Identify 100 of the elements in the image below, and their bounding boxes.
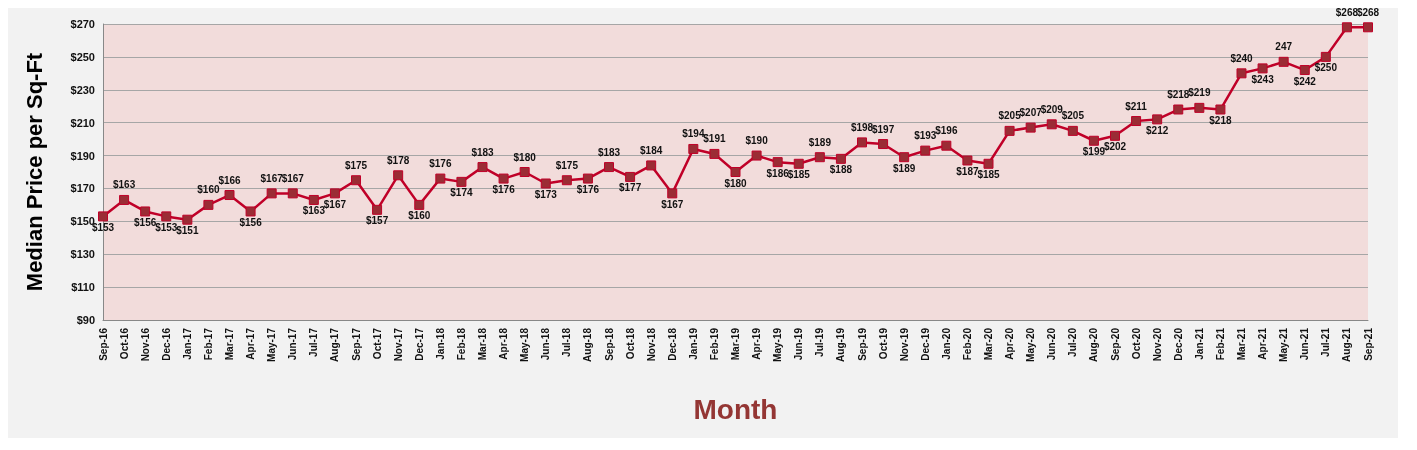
x-tick-label: Sep-19: [856, 327, 868, 361]
data-label: $242: [1293, 75, 1317, 87]
x-tick-label: May-19: [772, 327, 784, 362]
x-tick-label: Feb-17: [202, 327, 214, 361]
x-tick-label: Dec-19: [919, 327, 931, 361]
data-label: $175: [344, 159, 368, 171]
x-tick-label: Dec-18: [666, 327, 678, 361]
y-tick-label: $90: [76, 314, 95, 326]
x-tick-label: Oct-18: [624, 327, 636, 360]
x-tick-label: Sep-18: [603, 327, 615, 361]
x-tick-label: Sep-16: [97, 327, 109, 361]
x-tick-label: Aug-20: [1088, 327, 1100, 362]
x-tick-label: Feb-21: [1214, 327, 1226, 361]
x-tick-label: Feb-19: [708, 327, 720, 361]
x-tick-label: Dec-17: [413, 327, 425, 361]
data-label: $211: [1125, 100, 1148, 112]
x-tick-label: Jan-21: [1193, 327, 1205, 360]
x-tick-label: Jul-20: [1067, 327, 1079, 357]
data-label: $174: [450, 187, 473, 199]
x-tick-label: May-20: [1025, 327, 1037, 362]
x-tick-label: Nov-17: [392, 327, 404, 362]
data-label: $185: [977, 169, 1001, 181]
data-label: $167: [661, 198, 684, 210]
x-tick-label: Jan-20: [940, 327, 952, 360]
y-tick-label: $270: [70, 18, 95, 30]
data-label: $191: [703, 133, 726, 145]
x-tick-label: Dec-20: [1172, 327, 1184, 361]
x-tick-label: Jan-17: [181, 327, 193, 360]
data-label: $199: [1082, 146, 1106, 158]
data-label: $243: [1251, 73, 1275, 85]
x-tick-label: Nov-20: [1151, 327, 1163, 362]
x-tick-label: Oct-19: [877, 327, 889, 360]
x-tick-label: Mar-19: [730, 327, 741, 361]
data-label: $176: [492, 184, 516, 196]
x-tick-label: Jul-19: [814, 327, 826, 357]
x-tick-label: Nov-18: [645, 327, 657, 362]
data-label: $176: [576, 184, 600, 196]
data-label: $160: [408, 210, 431, 222]
data-label: $177: [618, 182, 642, 194]
x-tick-label: Dec-16: [160, 327, 172, 361]
x-tick-label: Mar-17: [224, 327, 235, 361]
x-tick-label: May-17: [266, 327, 278, 362]
data-label: $187: [956, 165, 979, 177]
y-tick-label: $170: [70, 182, 95, 195]
data-label: $188: [829, 164, 853, 176]
data-label: $268: [1335, 6, 1359, 18]
data-label: $184: [640, 144, 663, 156]
data-label: $218: [1209, 115, 1232, 127]
data-label: $250: [1314, 62, 1338, 74]
x-tick-label: Apr-17: [245, 327, 257, 360]
data-label: 247: [1275, 41, 1293, 53]
x-tick-label: Apr-21: [1257, 327, 1269, 360]
data-label: $151: [176, 225, 199, 237]
x-tick-label: May-21: [1278, 327, 1290, 362]
x-tick-label: Jun-21: [1299, 327, 1311, 361]
x-tick-label: Jul-21: [1320, 327, 1332, 357]
x-tick-label: Sep-17: [350, 327, 362, 361]
data-label: $157: [365, 215, 389, 227]
x-tick-label: Feb-20: [961, 327, 973, 361]
data-label: $189: [808, 136, 832, 148]
data-label: $160: [197, 184, 220, 196]
x-tick-label: Nov-16: [139, 327, 151, 362]
data-label: $194: [682, 128, 705, 140]
data-label: $156: [239, 216, 263, 228]
x-tick-label: Oct-20: [1130, 327, 1142, 360]
x-tick-label: Apr-18: [498, 327, 510, 360]
x-tick-label: Apr-20: [1004, 327, 1016, 360]
x-tick-label: Apr-19: [751, 327, 763, 360]
data-label: $178: [387, 154, 410, 166]
data-label: $268: [1356, 6, 1380, 18]
x-axis-title: Month: [693, 393, 778, 425]
x-tick-label: Jun-19: [793, 327, 805, 361]
y-tick-label: $210: [70, 116, 95, 129]
x-tick-label: Jan-19: [687, 327, 699, 360]
data-label: $167: [260, 172, 284, 184]
x-tick-label: Jun-17: [287, 327, 299, 361]
data-label: $176: [429, 158, 452, 170]
y-tick-label: $110: [71, 281, 95, 294]
x-tick-label: Sep-21: [1362, 327, 1374, 361]
data-label: $175: [555, 159, 579, 171]
data-label: $193: [914, 130, 937, 142]
x-tick-label: Sep-20: [1109, 327, 1121, 361]
data-label: $167: [281, 172, 305, 184]
data-label: $212: [1146, 124, 1169, 136]
data-label: $240: [1230, 52, 1254, 64]
x-tick-label: Aug-17: [329, 327, 341, 362]
y-tick-label: $230: [70, 83, 95, 96]
data-label: $166: [218, 174, 242, 186]
y-tick-label: $130: [70, 248, 95, 261]
data-label: $198: [850, 121, 874, 133]
data-label: $186: [766, 167, 790, 179]
data-label: $156: [134, 216, 157, 228]
x-tick-label: Jun-18: [540, 327, 552, 361]
x-tick-label: Jul-18: [561, 327, 573, 357]
data-label: $190: [745, 135, 769, 147]
data-label: $180: [513, 151, 537, 163]
y-tick-label: $250: [70, 50, 95, 63]
x-tick-label: Jun-20: [1046, 327, 1058, 361]
x-tick-label: Feb-18: [455, 327, 467, 361]
y-axis-title: Median Price per Sq-Ft: [21, 52, 47, 292]
